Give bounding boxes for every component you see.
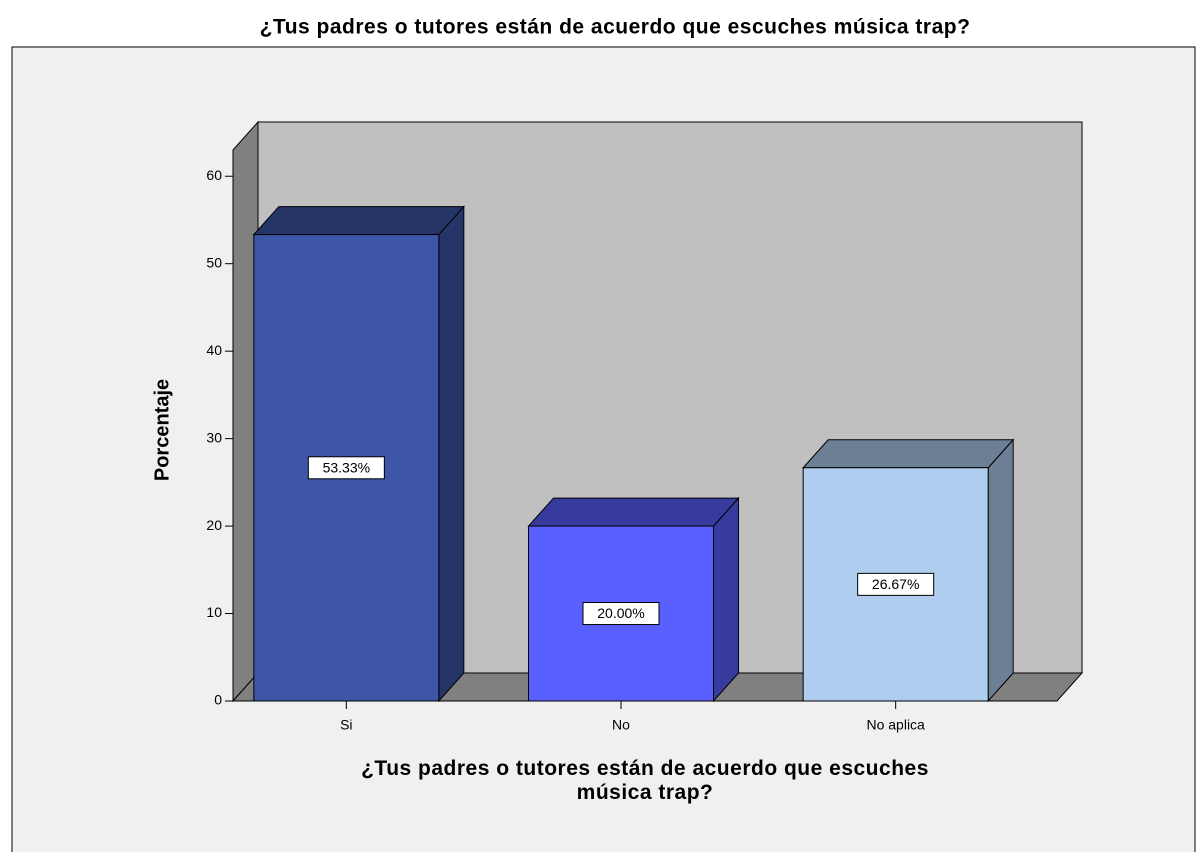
value-label: 26.67% bbox=[872, 576, 919, 592]
bar-top bbox=[527, 497, 740, 527]
bar-side bbox=[438, 205, 465, 703]
bar-top bbox=[802, 439, 1015, 469]
y-tick-label: 10 bbox=[206, 604, 222, 620]
chart-title: ¿Tus padres o tutores están de acuerdo q… bbox=[260, 16, 971, 39]
value-label-box bbox=[582, 602, 660, 626]
value-label-box bbox=[307, 456, 385, 480]
value-label: 53.33% bbox=[323, 459, 370, 475]
y-tick-label: 0 bbox=[214, 692, 222, 708]
x-tick-label: No aplica bbox=[866, 717, 925, 733]
y-axis-title: Porcentaje bbox=[151, 379, 173, 481]
y-tick-label: 30 bbox=[206, 429, 222, 445]
x-tick-label: No bbox=[612, 717, 630, 733]
value-label-box bbox=[857, 572, 935, 596]
bar-side bbox=[713, 496, 739, 703]
y-tick-label: 50 bbox=[206, 254, 222, 270]
y-tick-label: 40 bbox=[206, 342, 222, 358]
value-label: 20.00% bbox=[597, 605, 644, 621]
y-tick-label: 20 bbox=[206, 517, 222, 533]
bar-side bbox=[987, 438, 1014, 703]
x-tick-label: Si bbox=[340, 717, 352, 733]
bar-top bbox=[252, 206, 465, 236]
x-axis-title: ¿Tus padres o tutores están de acuerdo q… bbox=[361, 757, 929, 804]
y-tick-label: 60 bbox=[206, 167, 222, 183]
